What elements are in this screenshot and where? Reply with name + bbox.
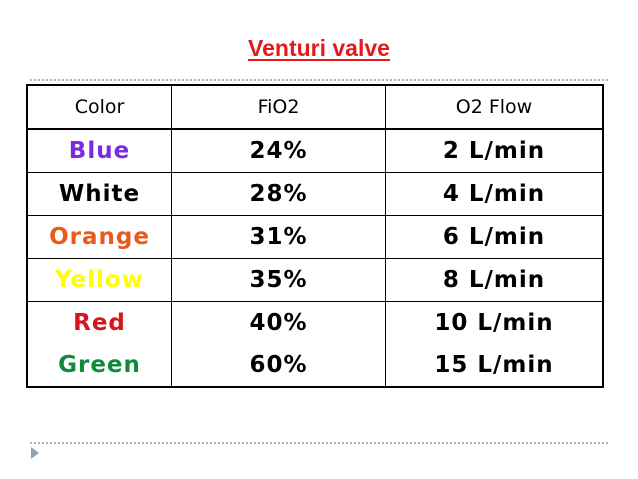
table-row: White 28% 4 L/min bbox=[26, 172, 604, 216]
table-row: Blue 24% 2 L/min bbox=[26, 128, 604, 173]
color-cell: Red bbox=[26, 301, 172, 344]
color-cell: Blue bbox=[26, 128, 172, 173]
page-title: Venturi valve bbox=[248, 35, 390, 61]
flow-cell: 15 L/min bbox=[385, 344, 604, 388]
venturi-valve-table: Color FiO2 O2 Flow Blue 24% 2 L/min Whit… bbox=[26, 84, 604, 388]
fio2-cell: 60% bbox=[171, 344, 386, 388]
fio2-cell: 40% bbox=[171, 301, 386, 344]
table-header-row: Color FiO2 O2 Flow bbox=[26, 84, 604, 130]
table-row: Yellow 35% 8 L/min bbox=[26, 258, 604, 302]
color-cell: Orange bbox=[26, 215, 172, 259]
flow-cell: 2 L/min bbox=[385, 128, 604, 173]
flow-cell: 10 L/min bbox=[385, 301, 604, 344]
table-row: Orange 31% 6 L/min bbox=[26, 215, 604, 259]
fio2-cell: 35% bbox=[171, 258, 386, 302]
color-cell: Yellow bbox=[26, 258, 172, 302]
header-color: Color bbox=[26, 84, 172, 130]
flow-cell: 8 L/min bbox=[385, 258, 604, 302]
top-dotted-divider bbox=[30, 79, 608, 81]
flow-cell: 6 L/min bbox=[385, 215, 604, 259]
fio2-cell: 24% bbox=[171, 128, 386, 173]
fio2-cell: 31% bbox=[171, 215, 386, 259]
table-row: Green 60% 15 L/min bbox=[26, 344, 604, 388]
bottom-dotted-divider bbox=[30, 442, 608, 444]
triangle-bullet-icon bbox=[31, 447, 39, 459]
header-o2-flow: O2 Flow bbox=[385, 84, 604, 130]
color-cell: Green bbox=[26, 344, 172, 388]
fio2-cell: 28% bbox=[171, 172, 386, 216]
color-cell: White bbox=[26, 172, 172, 216]
table-row: Red 40% 10 L/min bbox=[26, 301, 604, 344]
header-fio2: FiO2 bbox=[171, 84, 386, 130]
flow-cell: 4 L/min bbox=[385, 172, 604, 216]
